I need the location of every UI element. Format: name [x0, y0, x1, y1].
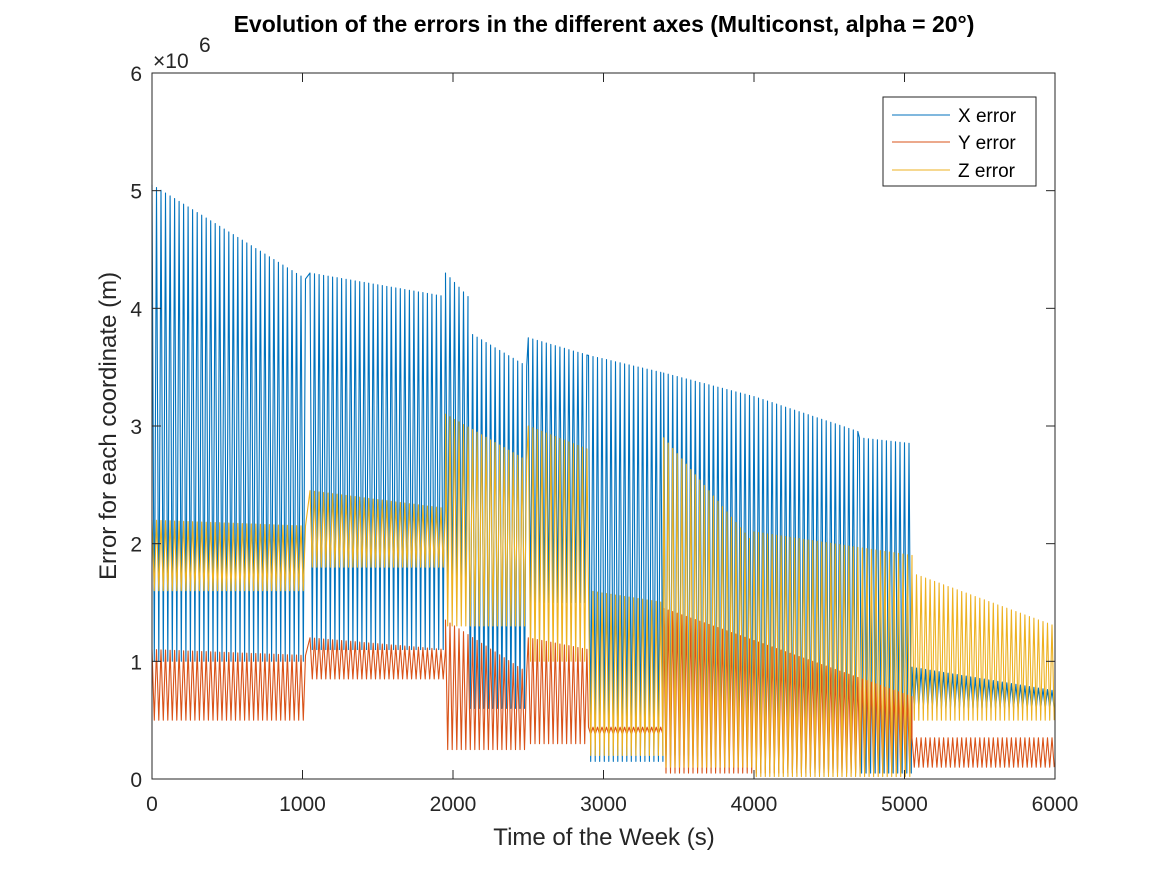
x-tick-label: 3000	[580, 793, 627, 816]
y-multiplier-exponent: 6	[199, 34, 211, 57]
x-tick-label: 0	[146, 793, 158, 816]
chart-title: Evolution of the errors in the different…	[234, 11, 975, 37]
y-tick-label: 5	[130, 181, 142, 204]
y-tick-label: 6	[130, 63, 142, 86]
y-multiplier: ×10 6	[153, 34, 211, 73]
x-tick-label: 2000	[430, 793, 477, 816]
x-tick-label: 5000	[881, 793, 928, 816]
y-tick-label: 4	[130, 298, 142, 321]
y-axis-label: Error for each coordinate (m)	[95, 272, 122, 580]
series-line-z-error	[151, 413, 1055, 778]
x-axis-label: Time of the Week (s)	[493, 824, 714, 851]
ticks-layer: 0 1000 2000 3000 4000 5000 6000 0 1 2 3 4 5 6	[130, 63, 1078, 816]
y-tick-label: 2	[130, 534, 142, 557]
x-tick-label: 4000	[731, 793, 778, 816]
legend-label-y-error: Y error	[958, 133, 1016, 154]
series-line-x-error	[151, 184, 1055, 774]
legend-label-x-error: X error	[958, 106, 1017, 127]
plot-area: 0 1000 2000 3000 4000 5000 6000 0 1 2 3 4 5 6	[130, 63, 1078, 816]
y-tick-label: 3	[130, 416, 142, 439]
y-tick-label: 1	[130, 651, 142, 674]
y-multiplier-label: ×10	[153, 50, 189, 73]
y-tick-label: 0	[130, 769, 142, 792]
legend-label-z-error: Z error	[958, 161, 1016, 182]
series-layer	[151, 184, 1055, 778]
x-tick-label: 6000	[1032, 793, 1079, 816]
legend: X error Y error Z error	[882, 96, 1037, 187]
x-tick-label: 1000	[279, 793, 326, 816]
